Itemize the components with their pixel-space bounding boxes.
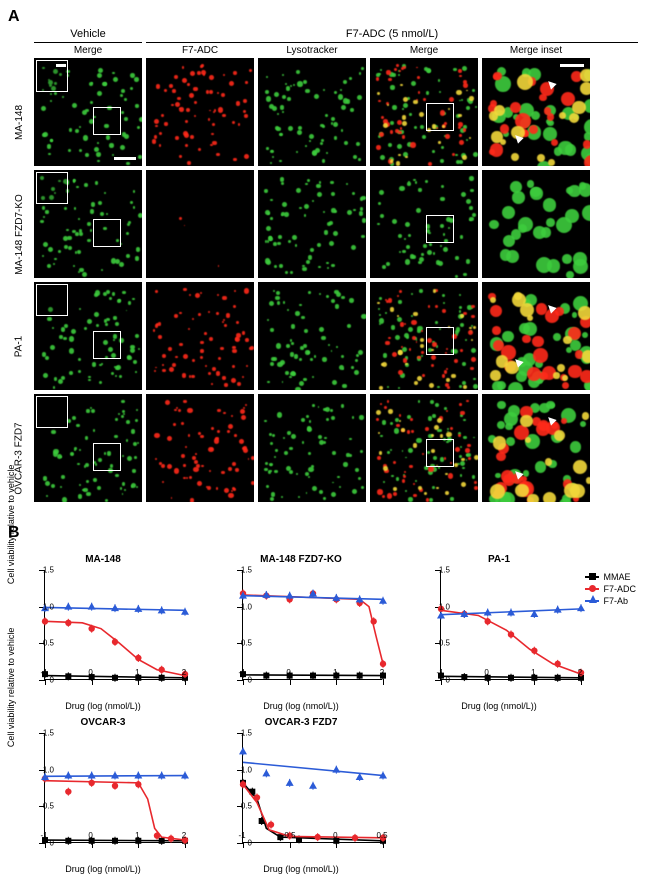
chart: MA-148 FZD7-KO00.51.01.5-1012Drug (log (… [206, 554, 396, 709]
y-tick-label: 1.5 [241, 729, 252, 738]
row-label: MA-148 [14, 104, 25, 139]
micrograph [370, 58, 478, 166]
chart-title: MA-148 [8, 554, 198, 565]
chart: OVCAR-3Cell viability relative to vehicl… [8, 717, 198, 872]
panel-b-label: B [8, 524, 640, 542]
micrograph [146, 170, 254, 278]
micrograph [258, 58, 366, 166]
panel-b: MMAEF7-ADCF7-Ab MA-148Cell viability rel… [8, 554, 640, 872]
y-tick-label: 1.0 [241, 602, 252, 611]
y-tick-label: 0 [50, 676, 54, 685]
row-label: PA-1 [14, 335, 25, 357]
y-axis-label: Cell viability relative to vehicle [6, 627, 16, 747]
y-axis-label: Cell viability relative to vehicle [6, 464, 16, 584]
y-tick-label: 0.5 [439, 639, 450, 648]
x-tick-label: 0 [484, 668, 488, 677]
scale-bar [114, 157, 136, 160]
y-tick-label: 1.5 [241, 566, 252, 575]
micrograph [370, 170, 478, 278]
y-tick-label: 0 [248, 676, 252, 685]
column-header: F7-ADC [146, 45, 254, 56]
y-tick-label: 0 [446, 676, 450, 685]
y-tick-label: 1.5 [439, 566, 450, 575]
x-tick-label: 2 [380, 668, 384, 677]
x-tick-label: 2 [578, 668, 582, 677]
x-axis-label: Drug (log (nmol/L)) [206, 701, 396, 711]
x-tick-label: 0 [333, 831, 337, 840]
x-tick-label: 0.5 [376, 831, 387, 840]
x-tick-label: 1 [333, 668, 337, 677]
x-axis-label: Drug (log (nmol/L)) [8, 701, 198, 711]
micrograph [146, 58, 254, 166]
x-axis-label: Drug (log (nmol/L)) [404, 701, 594, 711]
y-tick-label: 1.0 [43, 602, 54, 611]
y-tick-label: 1.0 [439, 602, 450, 611]
scale-bar [560, 64, 584, 67]
y-tick-label: 1.0 [43, 765, 54, 774]
panel-a: MA-148MA-148 FZD7-KOPA-1OVCAR-3 FZD7 Veh… [8, 28, 640, 516]
micrograph [146, 282, 254, 390]
x-tick-label: -1 [238, 668, 245, 677]
header-treatment: F7-ADC (5 nmol/L) [146, 28, 638, 43]
row-label: MA-148 FZD7-KO [14, 194, 25, 275]
column-header: Merge [34, 45, 142, 56]
y-tick-label: 1.5 [43, 566, 54, 575]
chart: MA-148Cell viability relative to vehicle… [8, 554, 198, 709]
x-tick-label: 1 [531, 668, 535, 677]
micrograph [34, 58, 142, 166]
chart-title: MA-148 FZD7-KO [206, 554, 396, 565]
y-tick-label: 0.5 [43, 639, 54, 648]
micrograph [34, 394, 142, 502]
x-axis-label: Drug (log (nmol/L)) [8, 864, 198, 874]
y-tick-label: 0 [248, 839, 252, 848]
y-tick-label: 0.5 [241, 639, 252, 648]
x-tick-label: 1 [135, 668, 139, 677]
x-tick-label: -0.5 [282, 831, 296, 840]
micrograph [34, 282, 142, 390]
x-axis-label: Drug (log (nmol/L)) [206, 864, 396, 874]
micrograph [370, 394, 478, 502]
panel-a-label: A [8, 8, 640, 26]
micrograph [370, 282, 478, 390]
x-tick-label: -1 [436, 668, 443, 677]
micrograph [258, 282, 366, 390]
chart-title: OVCAR-3 FZD7 [206, 717, 396, 728]
column-header: Merge [370, 45, 478, 56]
x-tick-label: 0 [88, 668, 92, 677]
header-vehicle: Vehicle [34, 28, 142, 43]
x-tick-label: -1 [40, 668, 47, 677]
x-tick-label: 0 [88, 831, 92, 840]
x-tick-label: -1 [238, 831, 245, 840]
chart: PA-100.51.01.5-1012Drug (log (nmol/L)) [404, 554, 594, 709]
micrograph [258, 170, 366, 278]
micrograph [482, 58, 590, 166]
micrograph [34, 170, 142, 278]
x-tick-label: -1 [40, 831, 47, 840]
x-tick-label: 1 [135, 831, 139, 840]
x-tick-label: 2 [182, 831, 186, 840]
x-tick-label: 2 [182, 668, 186, 677]
y-tick-label: 1.0 [241, 765, 252, 774]
y-tick-label: 0.5 [43, 802, 54, 811]
micrograph [482, 282, 590, 390]
y-tick-label: 1.5 [43, 729, 54, 738]
micrograph [146, 394, 254, 502]
chart-title: PA-1 [404, 554, 594, 565]
x-tick-label: 0 [286, 668, 290, 677]
column-header: Merge inset [482, 45, 590, 56]
micrograph [258, 394, 366, 502]
chart-title: OVCAR-3 [8, 717, 198, 728]
y-tick-label: 0 [50, 839, 54, 848]
column-header: Lysotracker [258, 45, 366, 56]
micrograph [482, 170, 590, 278]
chart: OVCAR-3 FZD7 0 0.5 1.0 1.5 -1 -0.5 0 0.5 Drug (lo… [206, 717, 396, 872]
micrograph [482, 394, 590, 502]
y-tick-label: 0.5 [241, 802, 252, 811]
